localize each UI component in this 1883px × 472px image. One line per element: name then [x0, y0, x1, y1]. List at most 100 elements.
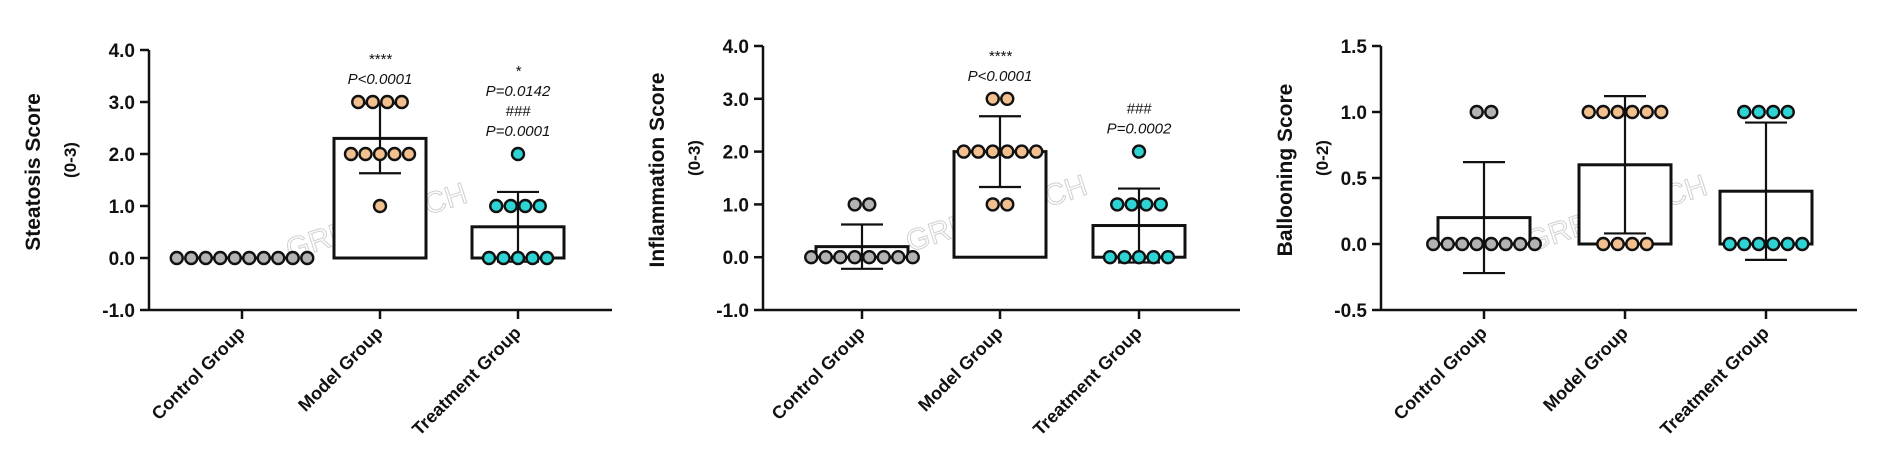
data-point: [818, 250, 833, 265]
data-point: [1029, 144, 1044, 159]
data-point: [1117, 250, 1132, 265]
data-point: [1625, 236, 1640, 252]
data-point: [847, 197, 862, 212]
data-point: [1527, 236, 1542, 252]
chart-panel-3: -0.5 0.0 0.5 1.0 1.5 Ballooning Score (0-2) Con…: [1274, 37, 1857, 439]
data-point: [387, 146, 402, 162]
category-label: Treatment Group: [1656, 323, 1773, 440]
data-point: [256, 250, 271, 266]
data-point: [1124, 197, 1139, 212]
data-point: [1751, 104, 1766, 120]
category-label: Control Group: [768, 323, 869, 424]
data-point: [876, 250, 891, 265]
data-point: [1596, 104, 1611, 120]
data-point: [1484, 104, 1499, 120]
data-point: [271, 250, 286, 266]
y-tick-label: 0.0: [109, 249, 135, 270]
y-tick-label: -0.5: [1334, 301, 1367, 322]
data-point: [1131, 250, 1147, 265]
y-tick-label: -1.0: [716, 301, 749, 322]
data-point: [833, 250, 848, 265]
category-label: Model Group: [914, 323, 1007, 416]
y-tick-label: 3.0: [723, 90, 749, 111]
data-point: [956, 144, 971, 159]
significance-annotation: ****: [988, 48, 1013, 65]
data-point: [1440, 236, 1455, 252]
data-point: [985, 197, 1000, 212]
data-point: [394, 94, 409, 110]
y-tick-label: 2.0: [723, 143, 749, 164]
y-axis-subtitle: (0-2): [1313, 140, 1332, 176]
y-tick-label: 1.0: [723, 195, 749, 216]
y-tick-label: 0.5: [1341, 169, 1368, 190]
data-point: [1469, 236, 1484, 252]
significance-annotation: P=0.0001: [486, 123, 551, 140]
data-point: [525, 250, 540, 266]
data-point: [198, 250, 213, 266]
data-point: [401, 146, 417, 162]
data-point: [1596, 236, 1611, 252]
chart-panel-2: -1.0 0.0 1.0 2.0 3.0 4.0 Inflammation Score (0-…: [646, 37, 1240, 439]
data-point: [1795, 236, 1810, 252]
data-point: [1426, 236, 1441, 252]
data-point: [1455, 236, 1470, 252]
data-point: [1469, 104, 1484, 120]
data-point: [1780, 236, 1795, 252]
data-point: [169, 250, 184, 266]
data-point: [1722, 236, 1737, 252]
data-point: [242, 250, 257, 266]
data-point: [1014, 144, 1029, 159]
y-tick-label: 2.0: [109, 145, 135, 166]
significance-annotation: ###: [1126, 101, 1152, 118]
significance-annotation: ###: [505, 103, 531, 120]
data-point: [510, 146, 526, 162]
data-point: [518, 198, 533, 214]
data-point: [1751, 236, 1766, 252]
data-point: [1654, 104, 1669, 120]
y-axis-subtitle: (0-3): [685, 140, 704, 176]
data-point: [862, 250, 877, 265]
y-tick-label: -1.0: [102, 301, 135, 322]
data-point: [1737, 236, 1752, 252]
data-point: [1766, 104, 1781, 120]
data-point: [847, 250, 862, 265]
data-point: [351, 94, 366, 110]
data-point: [1000, 91, 1015, 107]
significance-annotation: P<0.0001: [348, 71, 413, 88]
y-tick-label: 1.0: [1341, 103, 1367, 124]
data-point: [1102, 250, 1118, 265]
y-tick-label: 1.5: [1341, 37, 1368, 58]
y-axis-title: Inflammation Score: [646, 73, 669, 268]
data-point: [532, 198, 547, 214]
data-point: [804, 250, 819, 265]
category-label: Control Group: [1390, 323, 1491, 424]
data-point: [1610, 236, 1625, 252]
data-point: [1513, 236, 1528, 252]
data-point: [227, 250, 242, 266]
y-tick-label: 0.0: [723, 248, 749, 269]
data-point: [1766, 236, 1781, 252]
data-point: [1484, 236, 1499, 252]
data-point: [1581, 104, 1596, 120]
data-point: [1146, 250, 1161, 265]
significance-annotation: P<0.0001: [968, 68, 1033, 85]
data-point: [184, 250, 199, 266]
data-point: [1737, 104, 1752, 120]
category-label: Model Group: [294, 323, 387, 416]
data-point: [1780, 104, 1795, 120]
data-point: [343, 146, 359, 162]
y-tick-label: 0.0: [1341, 235, 1367, 256]
data-point: [300, 250, 315, 266]
data-point: [971, 144, 986, 159]
significance-annotation: ****: [368, 51, 393, 68]
y-axis-title: Steatosis Score: [22, 93, 45, 251]
data-point: [285, 250, 300, 266]
data-point: [1625, 104, 1640, 120]
data-point: [489, 198, 504, 214]
data-point: [1139, 197, 1154, 212]
bar: [952, 150, 1048, 259]
y-tick-label: 3.0: [109, 93, 135, 114]
data-point: [985, 144, 1000, 159]
category-label: Control Group: [148, 323, 249, 424]
